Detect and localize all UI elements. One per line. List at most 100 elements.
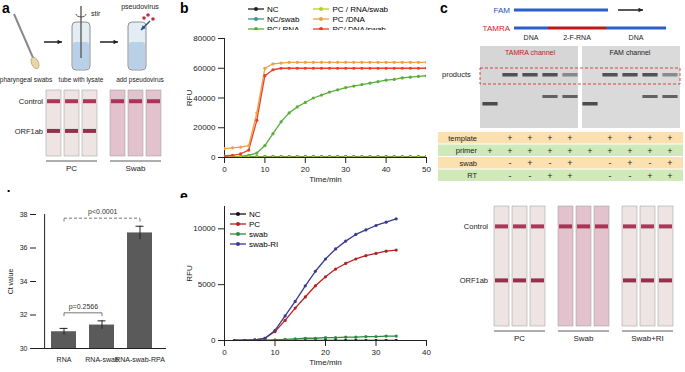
svg-text:32: 32 [20,311,28,318]
svg-text:ORF1ab: ORF1ab [15,127,43,136]
svg-text:+: + [547,133,552,143]
svg-text:0: 0 [222,348,227,357]
svg-text:Ct value: Ct value [7,269,14,295]
svg-text:+: + [587,146,592,156]
svg-text:RNA-swab: RNA-swab [85,356,119,363]
svg-text:DNA: DNA [629,34,644,41]
svg-text:Time/min: Time/min [309,175,342,184]
svg-text:-: - [609,158,612,168]
svg-text:RFU: RFU [185,265,194,282]
svg-text:-: - [609,171,612,181]
svg-text:+: + [667,146,672,156]
svg-text:-: - [509,171,512,181]
svg-text:40: 40 [422,348,431,357]
svg-text:38: 38 [20,211,28,218]
svg-text:20: 20 [301,165,310,174]
svg-text:template: template [448,134,477,143]
svg-text:+: + [667,171,672,181]
svg-text:+: + [667,133,672,143]
svg-text:10: 10 [260,165,269,174]
svg-text:Control: Control [464,222,489,231]
svg-text:+: + [567,171,572,181]
svg-text:+: + [527,133,532,143]
html-text:PC/ DNA/swab: PC/ DNA/swab [332,24,386,34]
svg-text:50: 50 [422,165,431,174]
svg-text:+: + [567,146,572,156]
svg-text:0: 0 [211,336,216,345]
svg-text:FAM channel: FAM channel [610,49,651,56]
svg-text:40: 40 [382,165,391,174]
svg-text:+: + [647,133,652,143]
svg-text:primer: primer [456,146,478,155]
svg-text:+: + [547,171,552,181]
svg-text:20000: 20000 [193,123,216,132]
svg-text:Swab: Swab [125,164,146,173]
svg-text:80000: 80000 [193,34,216,43]
svg-text:pseudovirus: pseudovirus [121,3,159,11]
svg-text:PC: PC [514,334,525,343]
svg-text:RFU: RFU [185,90,194,107]
svg-text:+: + [567,133,572,143]
svg-text:-: - [649,158,652,168]
svg-text:Swab+RI: Swab+RI [631,334,664,343]
svg-text:+: + [627,158,632,168]
svg-text:+: + [647,171,652,181]
svg-text:60000: 60000 [193,64,216,73]
svg-text:5000: 5000 [198,280,216,289]
svg-text:+: + [647,146,652,156]
svg-text:+: + [567,158,572,168]
svg-text:0: 0 [222,165,227,174]
svg-text:pharyngeal swabs: pharyngeal swabs [0,76,53,84]
svg-text:+: + [487,146,492,156]
svg-text:add pseudovirus: add pseudovirus [116,76,164,84]
svg-text:+: + [507,146,512,156]
html-text:PC /DNA: PC /DNA [332,14,365,24]
html-text:PC/ RNA: PC/ RNA [267,24,300,34]
html-text:NC: NC [267,4,279,14]
svg-text:RT: RT [467,171,477,180]
svg-text:DNA: DNA [524,34,539,41]
svg-text:ORF1ab: ORF1ab [460,276,488,285]
svg-text:p=0.2566: p=0.2566 [69,303,98,311]
svg-text:RNA: RNA [57,356,72,363]
svg-text:TAMRA: TAMRA [483,24,511,33]
svg-text:10000: 10000 [193,224,216,233]
svg-text:Control: Control [19,97,44,106]
svg-text:+: + [547,146,552,156]
svg-text:+: + [667,158,672,168]
svg-text:RNA-swab-RPA: RNA-swab-RPA [115,356,165,363]
svg-text:tube with lysate: tube with lysate [59,76,104,84]
svg-text:Time/min: Time/min [309,358,342,367]
svg-text:+: + [527,158,532,168]
svg-text:+: + [627,146,632,156]
svg-text:0: 0 [211,153,216,162]
svg-text:+: + [607,133,612,143]
svg-text:40000: 40000 [193,94,216,103]
svg-text:10: 10 [271,348,280,357]
svg-text:+: + [607,146,612,156]
svg-text:+: + [527,146,532,156]
svg-text:30: 30 [372,348,381,357]
svg-text:20: 20 [321,348,330,357]
svg-text:-: - [509,158,512,168]
svg-text:-: - [629,171,632,181]
svg-text:-: - [529,171,532,181]
svg-text:p<0.0001: p<0.0001 [88,208,117,216]
svg-text:PC: PC [66,164,77,173]
svg-text:products: products [442,70,471,79]
svg-text:stir: stir [91,10,101,17]
html-text:PC / RNA/swab: PC / RNA/swab [332,4,388,14]
svg-text:30: 30 [20,345,28,352]
svg-text:TAMRA channel: TAMRA channel [505,49,556,56]
svg-text:30: 30 [341,165,350,174]
svg-text:2-F-RNA: 2-F-RNA [563,34,591,41]
svg-text:+: + [627,133,632,143]
svg-text:swab: swab [459,159,477,168]
svg-text:+: + [507,133,512,143]
html-text:NC/swab: NC/swab [267,14,300,24]
svg-text:34: 34 [20,278,28,285]
svg-text:FAM: FAM [494,6,511,15]
svg-text:-: - [549,158,552,168]
svg-text:36: 36 [20,244,28,251]
svg-text:Swab: Swab [573,334,594,343]
